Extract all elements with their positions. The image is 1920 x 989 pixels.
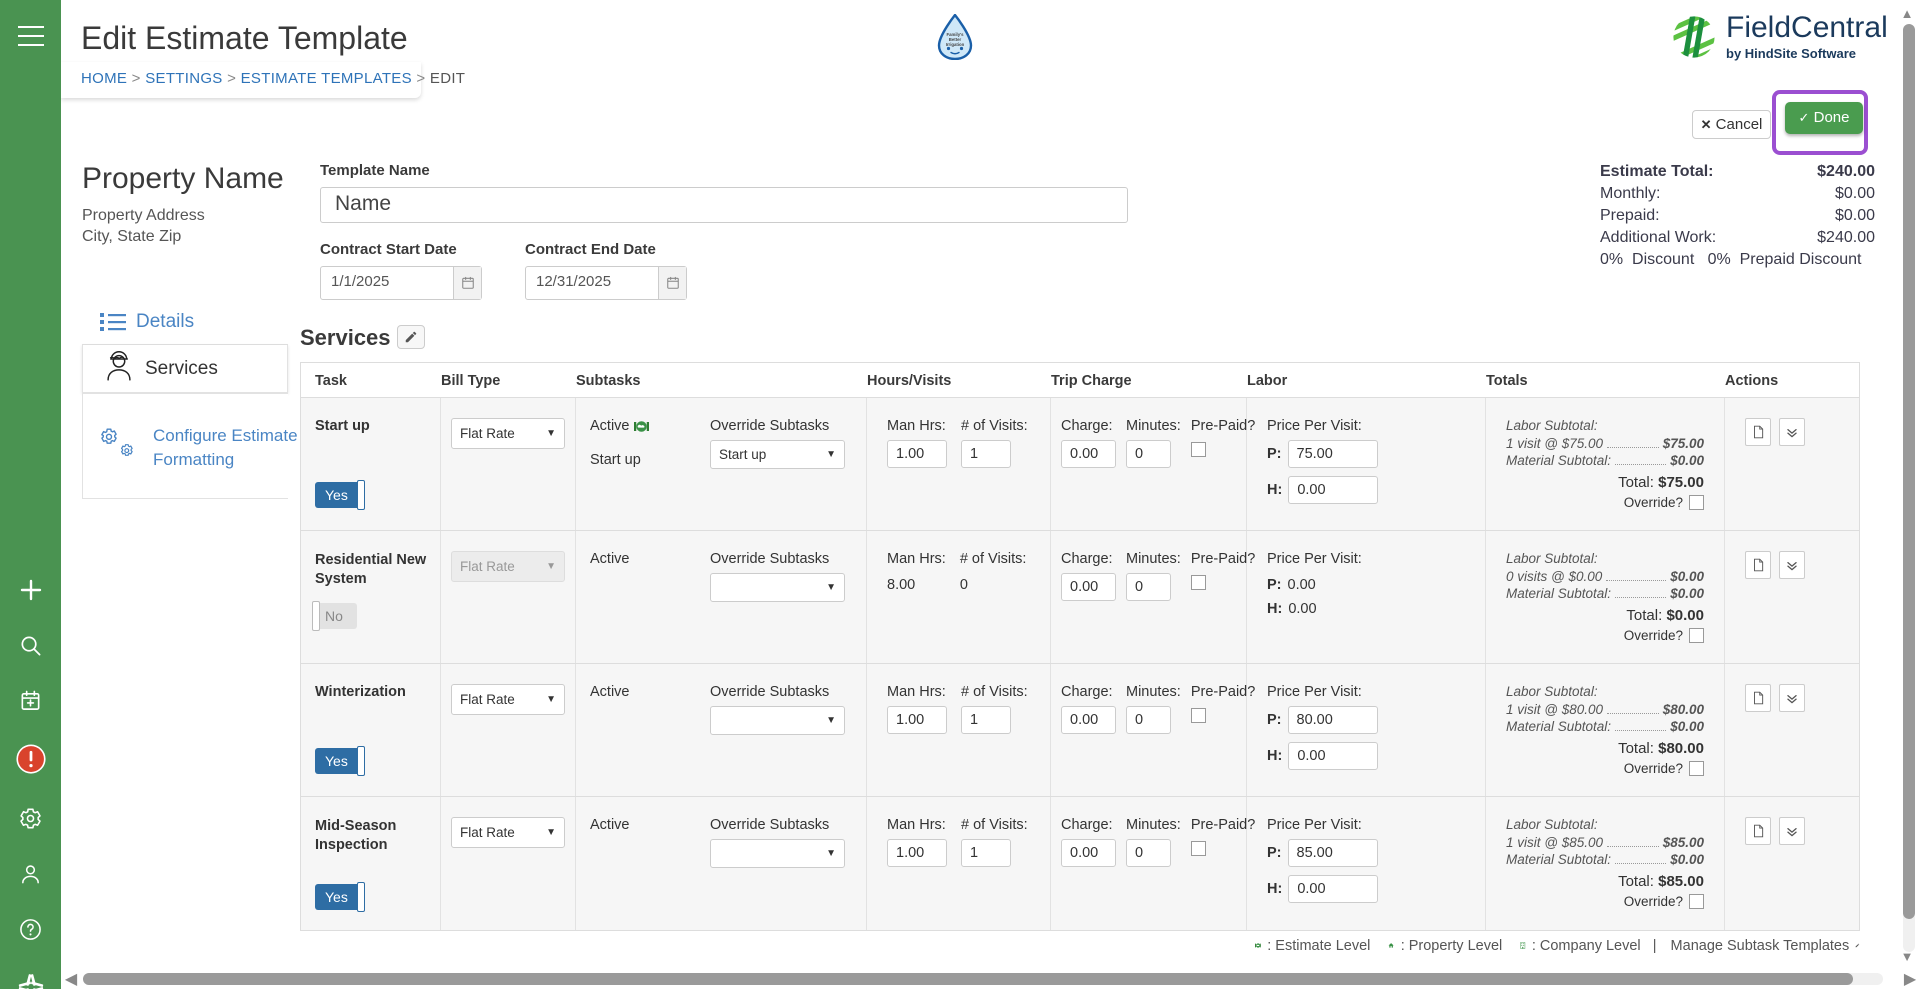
svg-text:Irrigation: Irrigation (946, 42, 965, 47)
